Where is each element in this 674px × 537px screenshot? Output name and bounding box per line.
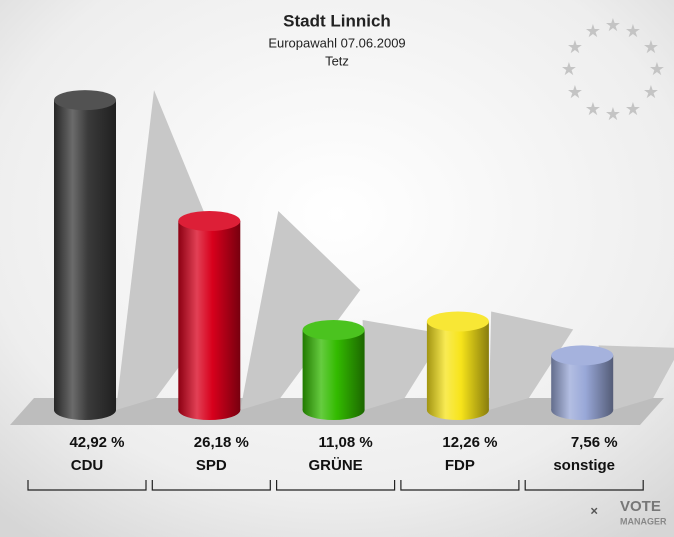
svg-text:★: ★	[605, 104, 621, 124]
svg-text:★: ★	[567, 37, 583, 57]
bar-top	[551, 345, 614, 366]
bar-shadow	[240, 210, 361, 410]
svg-text:★: ★	[585, 99, 601, 119]
svg-text:★: ★	[585, 21, 601, 41]
logo-text: MANAGER	[620, 516, 667, 526]
value-label: 12,26 %	[442, 434, 497, 451]
category-bracket	[524, 480, 644, 491]
svg-text:★: ★	[625, 99, 641, 119]
svg-text:★: ★	[643, 82, 659, 102]
chart-title: Stadt Linnich	[283, 11, 391, 30]
chart-subtitle: Europawahl 07.06.2009	[268, 35, 405, 50]
value-label: 42,92 %	[69, 434, 124, 451]
bar	[302, 330, 365, 410]
category-bracket	[151, 480, 271, 491]
category-bracket	[27, 480, 147, 491]
bar-top	[426, 311, 489, 332]
category-bracket	[276, 480, 396, 491]
bar-shadow	[598, 345, 674, 410]
category-bracket	[400, 480, 520, 491]
chart-subtitle: Tetz	[325, 53, 349, 68]
value-label: 26,18 %	[194, 434, 249, 451]
svg-text:★: ★	[561, 59, 577, 79]
bar-top	[54, 90, 116, 111]
category-label: CDU	[71, 457, 104, 474]
value-label: 7,56 %	[571, 434, 618, 451]
category-label: GRÜNE	[309, 457, 363, 474]
bar	[426, 321, 489, 410]
svg-text:★: ★	[605, 15, 621, 35]
svg-text:★: ★	[643, 37, 659, 57]
logo-text: VOTE	[620, 498, 661, 515]
bar-top	[302, 320, 365, 341]
category-label: sonstige	[553, 457, 615, 474]
bar	[178, 220, 241, 410]
bar	[54, 100, 116, 410]
category-label: FDP	[445, 457, 475, 474]
svg-text:★: ★	[567, 82, 583, 102]
bar-shadow	[488, 311, 574, 410]
bar-shadow	[362, 320, 445, 410]
svg-text:★: ★	[649, 59, 665, 79]
bar-top	[178, 210, 241, 231]
logo-mark: ✕	[590, 507, 598, 518]
svg-text:★: ★	[625, 21, 641, 41]
category-label: SPD	[196, 457, 227, 474]
eu-stars: ★ ★ ★ ★ ★ ★ ★ ★ ★ ★ ★ ★	[561, 15, 665, 124]
value-label: 11,08 %	[318, 434, 372, 451]
